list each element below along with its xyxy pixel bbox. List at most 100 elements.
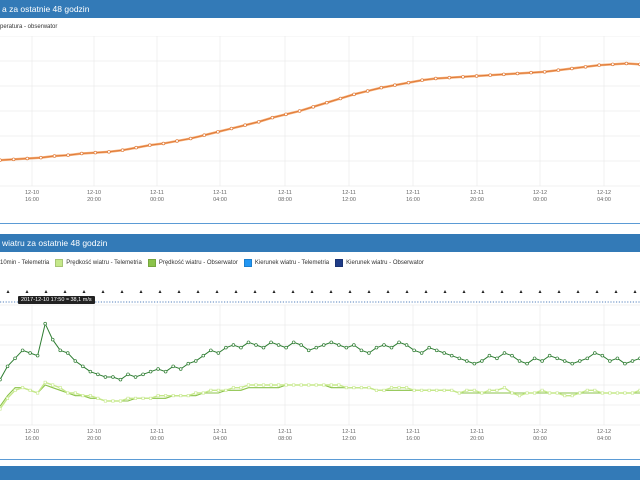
legend-label: Prędkość wiatru - Obserwator <box>158 260 238 266</box>
temperature-point <box>488 73 492 77</box>
gust-telemetry-point <box>50 337 55 342</box>
temperature-point <box>556 68 561 72</box>
x-tick-date: 12-11 <box>406 190 420 196</box>
speed-telemetry-point <box>390 386 394 390</box>
speed-telemetry-point <box>171 394 175 398</box>
x-tick-time: 04:00 <box>213 436 227 442</box>
speed-telemetry-point <box>231 386 235 390</box>
temperature-point <box>515 71 520 76</box>
speed-telemetry-point <box>533 391 537 395</box>
gust-telemetry-point <box>329 340 334 345</box>
temperature-point <box>352 92 356 97</box>
wind-legend-item[interactable]: 10min - Telemetria <box>0 260 49 266</box>
wind-legend-item[interactable]: Kierunek wiatru - Telemetria <box>243 259 330 267</box>
speed-telemetry-point <box>608 391 612 395</box>
speed-telemetry-point <box>43 380 47 384</box>
gust-telemetry-point <box>126 372 130 377</box>
gust-telemetry-point <box>224 345 228 350</box>
gust-telemetry-point <box>547 353 552 358</box>
gust-telemetry-point <box>28 351 32 355</box>
gust-telemetry-point <box>450 353 454 358</box>
temperature-point <box>406 80 411 85</box>
temperature-point <box>447 75 452 80</box>
speed-telemetry-point <box>118 399 122 403</box>
x-tick-time: 20:00 <box>87 197 101 203</box>
wind-direction-arrow <box>196 290 200 293</box>
temperature-point <box>107 150 111 154</box>
temperature-point <box>93 150 98 155</box>
x-tick-date: 12-10 <box>87 429 101 435</box>
wind-legend-item[interactable]: Prędkość wiatru - Obserwator <box>147 259 238 267</box>
gust-telemetry-point <box>382 343 386 347</box>
speed-telemetry-point <box>495 388 499 392</box>
speed-telemetry-point <box>6 396 10 400</box>
gust-telemetry-point <box>322 343 326 347</box>
gust-telemetry-point <box>231 343 236 347</box>
temperature-point <box>502 72 506 77</box>
temperature-panel-header: a za ostatnie 48 godzin <box>0 0 640 18</box>
gust-telemetry-point <box>201 353 206 358</box>
speed-telemetry-point <box>156 394 160 398</box>
wind-legend-item[interactable]: Kierunek wiatru - Obserwator <box>335 259 424 267</box>
temperature-point <box>393 83 397 87</box>
gust-telemetry-point <box>261 345 266 350</box>
wind-direction-arrow <box>633 290 637 293</box>
x-tick-date: 12-12 <box>597 190 611 196</box>
speed-telemetry-point <box>555 391 559 395</box>
wind-direction-arrow <box>139 290 143 293</box>
x-tick-time: 00:00 <box>533 197 547 203</box>
speed-telemetry-point <box>36 391 40 395</box>
speed-telemetry-point <box>540 388 544 392</box>
speed-telemetry-point <box>88 394 92 398</box>
speed-telemetry-point <box>209 388 213 392</box>
speed-telemetry-point <box>578 391 582 395</box>
temperature-point <box>120 148 125 152</box>
gust-telemetry-point <box>442 351 446 355</box>
gust-telemetry-point <box>35 353 40 358</box>
gust-telemetry-point <box>276 343 281 347</box>
speed-telemetry-point <box>615 391 619 395</box>
legend-swatch <box>243 259 252 267</box>
gust-telemetry-point <box>585 356 590 361</box>
gust-telemetry-point <box>299 343 303 347</box>
speed-telemetry-point <box>382 388 386 392</box>
speed-telemetry-point <box>359 386 363 390</box>
gust-telemetry-point <box>630 359 635 363</box>
x-tick-time: 20:00 <box>87 436 101 442</box>
speed-telemetry-point <box>96 396 100 400</box>
speed-telemetry-point <box>502 386 506 390</box>
wind-direction-arrow <box>614 290 618 293</box>
speed-telemetry-point <box>224 388 228 392</box>
wind-direction-arrow <box>44 290 48 293</box>
legend-label: Kierunek wiatru - Telemetria <box>254 260 330 266</box>
gust-telemetry-point <box>532 356 537 361</box>
temperature-point <box>570 66 574 71</box>
temperature-point <box>134 145 138 150</box>
speed-telemetry-point <box>405 386 409 390</box>
gust-telemetry-point <box>457 356 462 361</box>
x-tick-time: 04:00 <box>597 197 611 203</box>
speed-telemetry-point <box>427 388 431 392</box>
gust-telemetry-point <box>216 351 221 355</box>
speed-telemetry-point <box>164 394 168 398</box>
speed-telemetry-point <box>239 386 243 390</box>
temperature-point <box>611 62 615 67</box>
x-tick-time: 00:00 <box>150 197 164 203</box>
temperature-point <box>161 141 166 146</box>
speed-telemetry-point <box>103 399 107 403</box>
legend-label: Prędkość wiatru - Telemetria <box>66 260 142 266</box>
gust-telemetry-point <box>344 345 349 350</box>
wind-legend-item[interactable]: Prędkość wiatru - Telemetria <box>55 259 142 267</box>
gust-telemetry-point <box>510 353 514 358</box>
wind-direction-arrow <box>101 290 105 293</box>
speed-telemetry-point <box>548 391 552 395</box>
x-tick-date: 12-12 <box>533 190 547 196</box>
temperature-chart: 12-1016:0012-1020:0012-1100:0012-1104:00… <box>0 36 640 203</box>
legend-label: 10min - Telemetria <box>0 260 50 266</box>
speed-telemetry-point <box>472 388 476 392</box>
gust-telemetry-point <box>480 359 484 363</box>
speed-telemetry-point <box>186 394 190 398</box>
tooltip-text: 2017-12-10 17:50 ≈ 38,1 m/s <box>21 297 92 303</box>
x-tick-time: 08:00 <box>278 436 292 442</box>
speed-telemetry-point <box>442 388 446 392</box>
